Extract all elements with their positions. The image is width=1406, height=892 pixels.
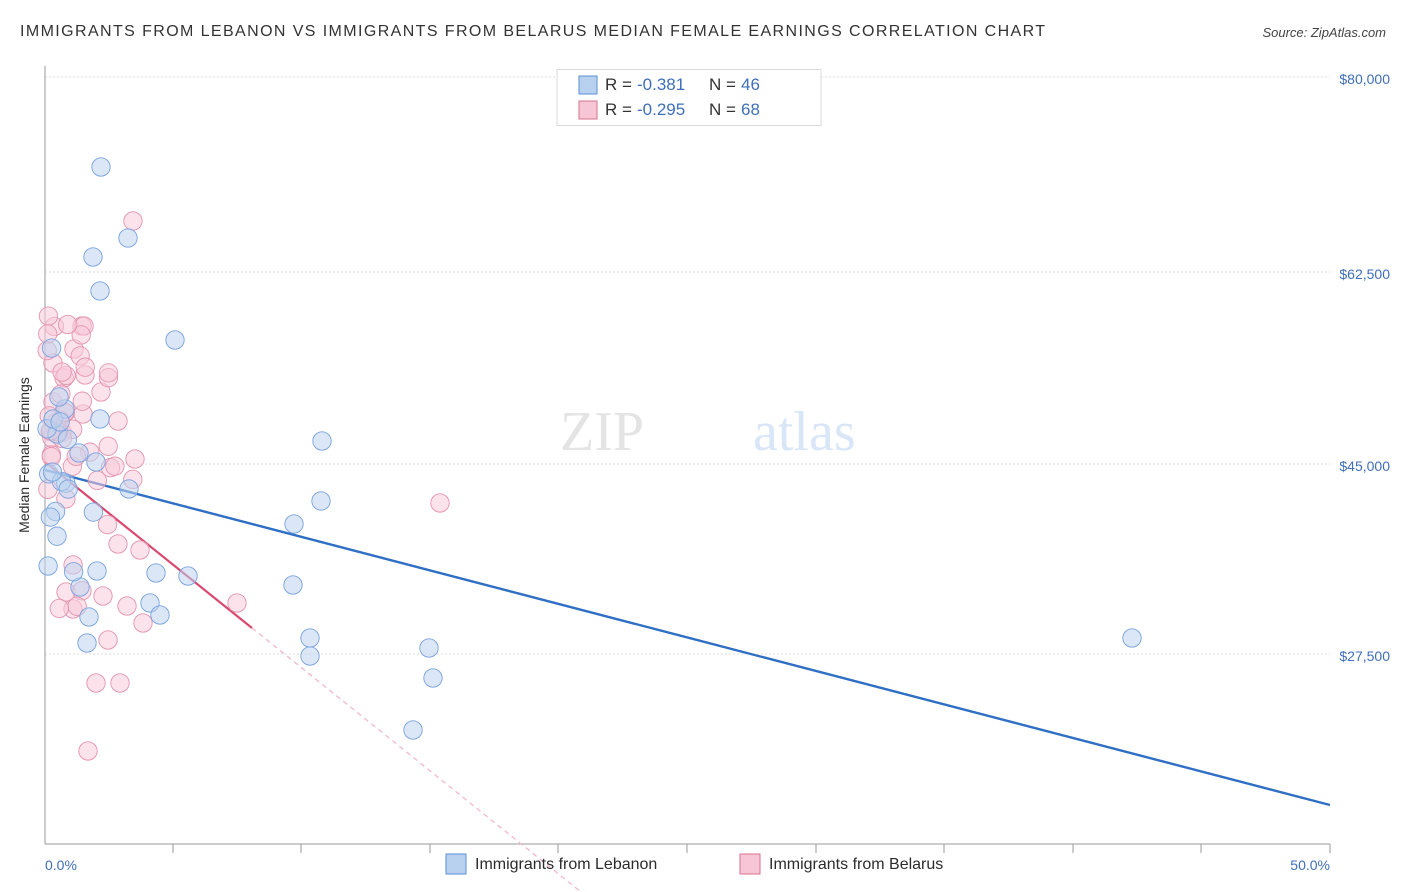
svg-text:atlas: atlas <box>753 401 856 463</box>
svg-text:R =: R = <box>605 100 632 119</box>
svg-text:Immigrants from Lebanon: Immigrants from Lebanon <box>475 856 657 873</box>
svg-text:-0.381: -0.381 <box>637 75 685 94</box>
svg-text:0.0%: 0.0% <box>45 857 77 873</box>
svg-text:N =: N = <box>709 100 736 119</box>
svg-text:$80,000: $80,000 <box>1339 71 1390 87</box>
svg-text:N =: N = <box>709 75 736 94</box>
svg-text:$45,000: $45,000 <box>1339 458 1390 474</box>
svg-text:$27,500: $27,500 <box>1339 648 1390 664</box>
svg-text:$62,500: $62,500 <box>1339 266 1390 282</box>
svg-text:Immigrants from Belarus: Immigrants from Belarus <box>769 856 943 873</box>
svg-text:68: 68 <box>741 100 760 119</box>
svg-text:ZIP: ZIP <box>560 401 644 463</box>
svg-text:46: 46 <box>741 75 760 94</box>
svg-text:R =: R = <box>605 75 632 94</box>
svg-text:50.0%: 50.0% <box>1290 857 1330 873</box>
svg-text:-0.295: -0.295 <box>637 100 685 119</box>
